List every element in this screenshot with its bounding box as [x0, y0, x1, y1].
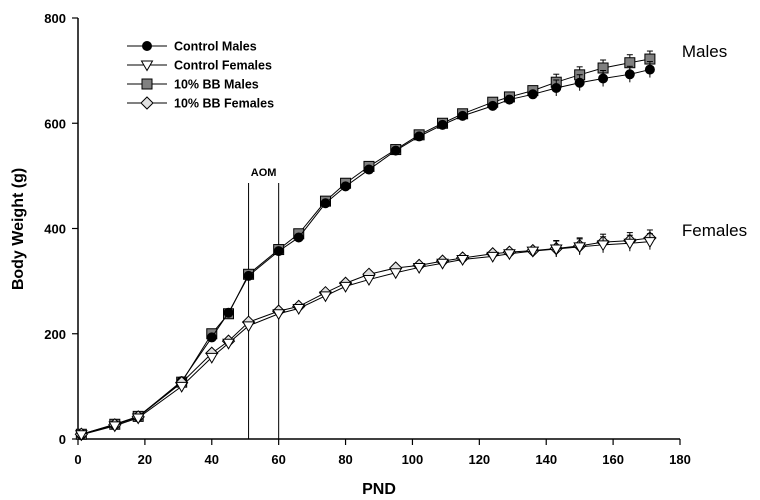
legend-label: Control Males [174, 40, 257, 54]
data-point [362, 275, 376, 287]
data-point [339, 281, 352, 293]
series-2 [75, 50, 656, 440]
legend-item: 10% BB Females [127, 96, 274, 111]
data-point [390, 145, 401, 156]
legend-item: 10% BB Males [127, 78, 259, 92]
series-0 [76, 61, 655, 440]
legend-item: Control Females [127, 59, 272, 73]
y-tick-label: 200 [44, 327, 66, 342]
data-point [273, 246, 284, 257]
data-point [551, 82, 562, 93]
y-tick-label: 800 [44, 11, 66, 26]
data-point [549, 244, 563, 256]
data-point [363, 164, 374, 175]
data-point [503, 249, 516, 261]
data-point [320, 198, 331, 209]
x-tick-label: 80 [338, 452, 352, 467]
y-tick-label: 0 [59, 432, 66, 447]
data-point [414, 131, 425, 142]
aom-annotation: AOM [248, 167, 280, 439]
x-tick-label: 120 [468, 452, 490, 467]
x-tick-label: 100 [402, 452, 424, 467]
data-point [437, 119, 448, 130]
x-tick-label: 60 [271, 452, 285, 467]
data-point [624, 69, 635, 80]
data-point [456, 255, 469, 267]
data-point [272, 309, 286, 321]
y-tick-label: 400 [44, 222, 66, 237]
data-point [243, 270, 254, 281]
data-point [293, 232, 304, 243]
group-labels: Males Females [682, 42, 747, 240]
y-tick-label: 600 [44, 116, 66, 131]
data-point [340, 181, 351, 192]
x-tick-label: 140 [535, 452, 557, 467]
x-tick-label: 180 [669, 452, 691, 467]
data-point [436, 258, 449, 270]
data-point [457, 110, 468, 121]
data-point [596, 240, 610, 252]
legend-label: 10% BB Females [174, 97, 274, 111]
data-point [486, 251, 500, 263]
legend-marker [142, 41, 152, 51]
legend-marker [140, 60, 154, 72]
data-point [205, 352, 219, 364]
x-ticks: 0 20 40 60 80 100 120 140 160 180 [74, 439, 691, 467]
legend-item: Control Males [127, 40, 257, 54]
data-point [389, 268, 403, 280]
data-point [206, 332, 217, 343]
series-line [81, 241, 650, 436]
legend-marker [140, 96, 154, 110]
legend-label: 10% BB Males [174, 78, 259, 92]
x-axis-title: PND [362, 481, 396, 498]
data-point [131, 413, 145, 425]
series-line [81, 58, 650, 435]
x-tick-label: 0 [74, 452, 81, 467]
data-point [644, 64, 655, 75]
y-axis-title: Body Weight (g) [10, 168, 27, 290]
data-point [643, 237, 657, 249]
data-point [526, 246, 540, 258]
x-tick-label: 160 [602, 452, 624, 467]
series [74, 50, 657, 442]
series-line [81, 237, 650, 435]
x-tick-label: 40 [205, 452, 219, 467]
group-label: Females [682, 221, 747, 240]
group-label: Males [682, 42, 727, 61]
legend-label: Control Females [174, 59, 272, 73]
data-point [574, 77, 585, 88]
data-point [108, 421, 122, 433]
series-line [81, 69, 651, 436]
x-tick-label: 20 [138, 452, 152, 467]
series-3 [74, 229, 657, 441]
data-point [573, 242, 587, 254]
data-point [623, 238, 637, 250]
y-ticks: 0 200 400 600 800 [44, 11, 78, 447]
legend-marker [141, 78, 153, 90]
data-point [223, 307, 234, 318]
data-point [527, 89, 538, 100]
data-point [319, 291, 332, 303]
legend: Control Males Control Females 10% BB Males… [127, 40, 274, 111]
data-point [504, 94, 515, 105]
data-point [175, 381, 189, 393]
data-point [598, 73, 609, 84]
data-point [242, 321, 255, 333]
data-point [74, 430, 88, 442]
aom-label: AOM [251, 167, 277, 179]
series-1 [74, 233, 657, 442]
data-point [487, 100, 498, 111]
data-point [412, 262, 426, 274]
data-point [292, 303, 306, 315]
data-point [222, 338, 235, 350]
